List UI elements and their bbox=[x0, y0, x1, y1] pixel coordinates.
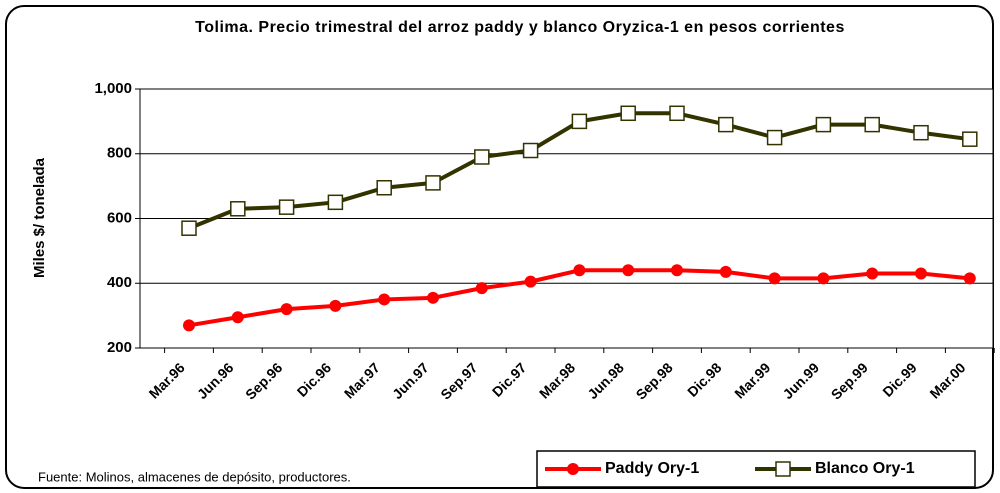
chart-title: Tolima. Precio trimestral del arroz padd… bbox=[195, 19, 845, 36]
y-tick-label: 800 bbox=[107, 145, 132, 162]
point-marker bbox=[866, 267, 879, 280]
point-marker bbox=[768, 272, 781, 285]
point-marker bbox=[329, 299, 342, 312]
point-marker bbox=[522, 142, 539, 159]
y-tick-label: 600 bbox=[107, 209, 132, 226]
point-marker bbox=[671, 264, 683, 277]
legend-marker bbox=[567, 463, 579, 475]
point-marker bbox=[571, 113, 588, 130]
point-marker bbox=[230, 201, 246, 217]
point-marker bbox=[620, 105, 636, 122]
point-marker bbox=[231, 311, 244, 324]
legend-marker bbox=[775, 461, 791, 477]
point-marker bbox=[183, 319, 195, 332]
point-marker bbox=[963, 272, 976, 285]
point-marker bbox=[864, 116, 880, 133]
point-marker bbox=[913, 124, 929, 141]
point-marker bbox=[915, 267, 927, 280]
point-marker bbox=[378, 293, 391, 306]
point-marker bbox=[327, 194, 344, 211]
point-marker bbox=[474, 149, 490, 165]
point-marker bbox=[815, 116, 832, 133]
point-marker bbox=[278, 199, 295, 215]
point-marker bbox=[425, 175, 441, 191]
point-marker bbox=[766, 129, 783, 146]
point-marker bbox=[962, 131, 978, 147]
legend-label: Blanco Ory-1 bbox=[815, 460, 915, 477]
source-note: Fuente: Molinos, almacenes de depósito, … bbox=[38, 469, 351, 484]
y-tick-label: 1,000 bbox=[94, 80, 132, 97]
point-marker bbox=[427, 291, 439, 304]
point-marker bbox=[622, 264, 635, 277]
legend-label: Paddy Ory-1 bbox=[605, 460, 699, 477]
point-marker bbox=[376, 179, 392, 196]
point-marker bbox=[475, 282, 488, 295]
point-marker bbox=[524, 275, 537, 288]
point-marker bbox=[280, 303, 293, 316]
point-marker bbox=[181, 220, 197, 236]
y-axis-label: Miles $/ tonelada bbox=[31, 157, 48, 278]
y-tick-label: 400 bbox=[107, 274, 132, 291]
y-tick-label: 200 bbox=[107, 339, 132, 356]
point-marker bbox=[669, 105, 685, 122]
point-marker bbox=[718, 116, 734, 133]
point-marker bbox=[817, 272, 830, 285]
point-marker bbox=[573, 264, 586, 277]
point-marker bbox=[719, 265, 732, 278]
